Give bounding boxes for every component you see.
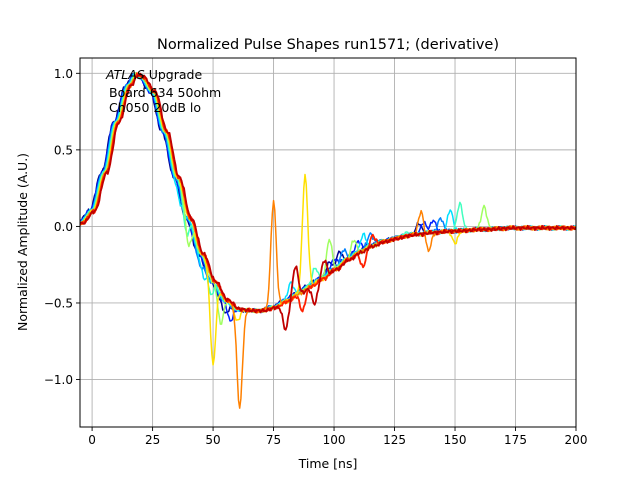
x-tick-label: 175 (504, 433, 527, 447)
x-tick-label: 50 (205, 433, 220, 447)
annotation-box: ATLAS Upgrade Board 634 50ohm Ch050 20dB… (105, 67, 221, 115)
x-axis-ticks: 0 25 50 75 100 125 150 175 200 (88, 427, 587, 447)
grid-lines (80, 58, 577, 427)
upgrade-label: Upgrade (145, 67, 203, 82)
atlas-label: ATLAS (105, 67, 145, 82)
x-tick-label: 100 (323, 433, 346, 447)
annotation-line-1: ATLAS Upgrade (105, 67, 202, 82)
annotation-line-2: Board 634 50ohm (109, 85, 221, 100)
y-axis-label: Normalized Amplitude (A.U.) (15, 153, 30, 331)
y-axis-ticks: 1.0 0.5 0.0 −0.5 −1.0 (44, 67, 80, 387)
x-tick-label: 75 (266, 433, 281, 447)
chart-title: Normalized Pulse Shapes run1571; (deriva… (157, 37, 499, 53)
x-tick-label: 150 (444, 433, 467, 447)
annotation-line-3: Ch050 20dB lo (109, 100, 201, 115)
y-tick-label: 1.0 (54, 67, 73, 81)
y-tick-label: −1.0 (44, 373, 73, 387)
series-line-trace-8 (80, 72, 576, 409)
y-tick-label: 0.0 (54, 220, 73, 234)
x-tick-label: 0 (88, 433, 96, 447)
y-tick-label: −0.5 (44, 296, 73, 310)
axes-frame (79, 57, 577, 428)
y-tick-label: 0.5 (54, 143, 73, 157)
x-axis-label: Time [ns] (298, 456, 358, 471)
x-tick-label: 125 (383, 433, 406, 447)
x-tick-label: 200 (565, 433, 588, 447)
series-line-trace-7 (80, 73, 576, 366)
plot-area (80, 72, 576, 409)
series-line-trace-10 (80, 72, 576, 331)
x-tick-label: 25 (145, 433, 160, 447)
